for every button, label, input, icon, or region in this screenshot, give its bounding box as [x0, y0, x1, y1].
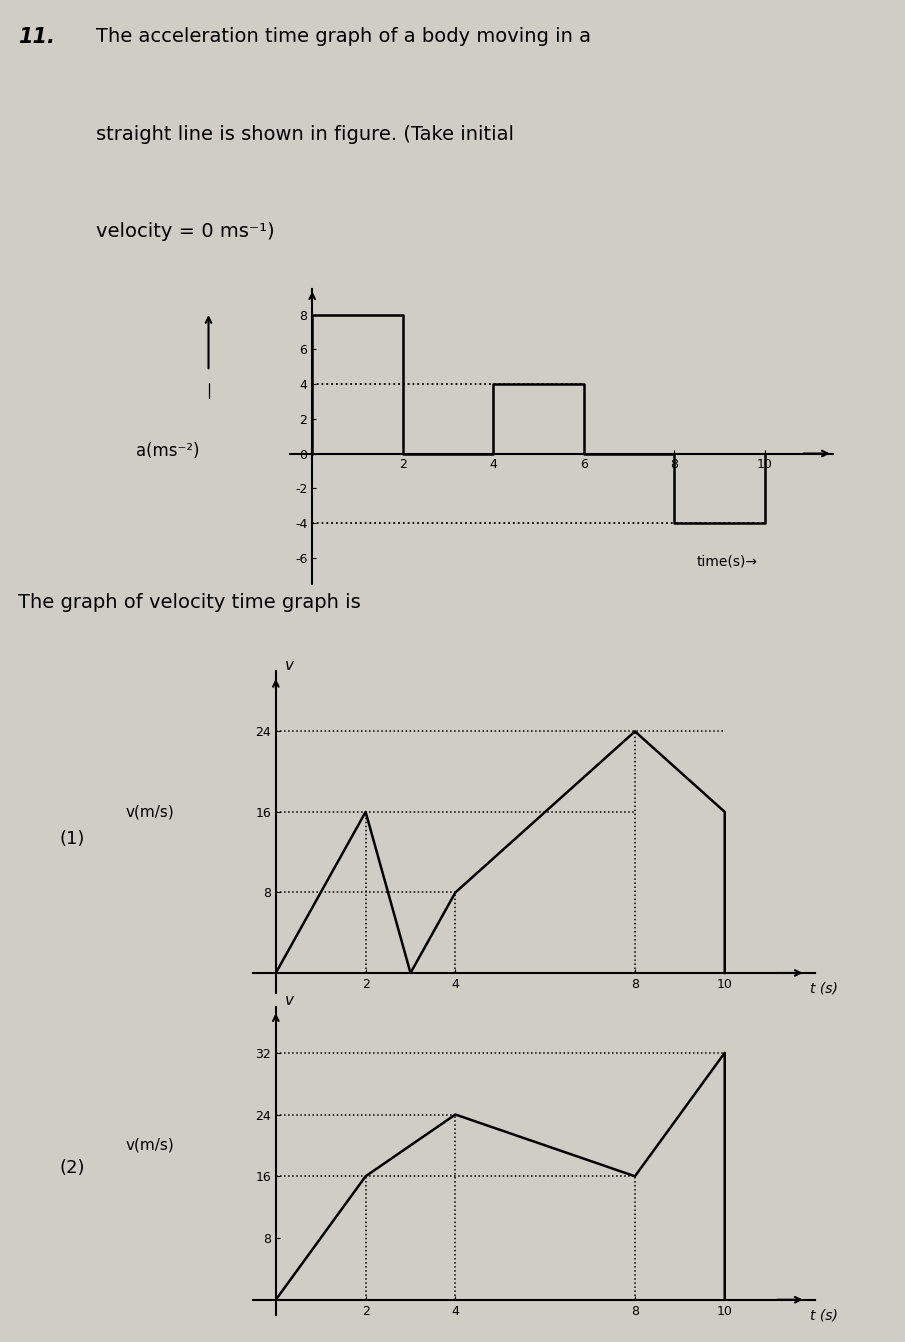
Text: straight line is shown in figure. (Take initial: straight line is shown in figure. (Take … [96, 125, 514, 144]
Text: v(m/s): v(m/s) [126, 804, 175, 820]
Text: 11.: 11. [18, 27, 55, 47]
Text: velocity = 0 ms⁻¹): velocity = 0 ms⁻¹) [96, 223, 275, 242]
Text: v(m/s): v(m/s) [126, 1138, 175, 1153]
Text: The graph of velocity time graph is: The graph of velocity time graph is [18, 593, 361, 612]
Text: (1): (1) [60, 829, 85, 848]
Text: |: | [206, 382, 211, 399]
Text: (2): (2) [60, 1158, 85, 1177]
Text: a(ms⁻²): a(ms⁻²) [137, 442, 200, 460]
Text: t (s): t (s) [810, 981, 838, 994]
Text: The acceleration time graph of a body moving in a: The acceleration time graph of a body mo… [96, 27, 591, 46]
Text: time(s)→: time(s)→ [697, 554, 757, 568]
Text: t (s): t (s) [810, 1308, 838, 1322]
Text: v: v [285, 993, 294, 1008]
Text: v: v [285, 658, 294, 672]
